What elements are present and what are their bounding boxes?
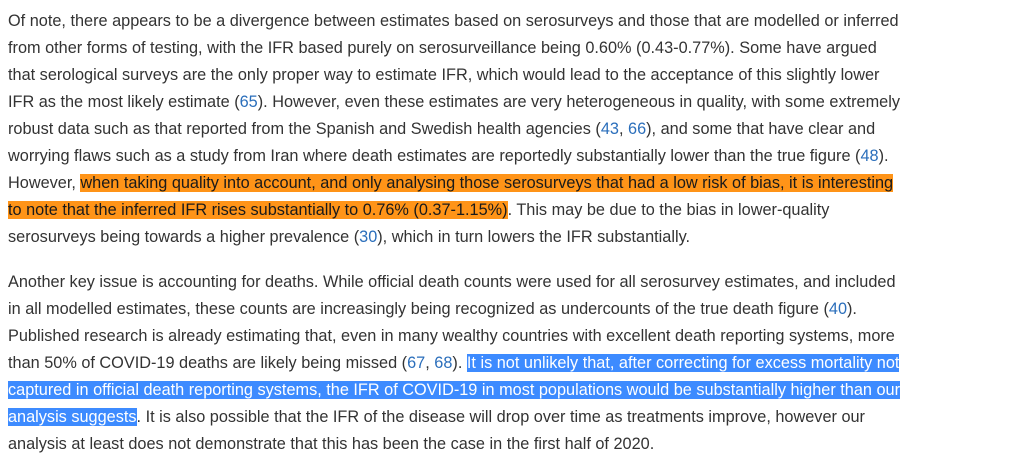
- text-segment: ,: [618, 120, 629, 138]
- text-segment: ), and some that have clear and: [646, 120, 876, 138]
- citation-link[interactable]: 30: [359, 228, 378, 246]
- paragraph: Another key issue is accounting for deat…: [8, 269, 1012, 458]
- paragraph: Of note, there appears to be a divergenc…: [8, 8, 1012, 251]
- text-line: Another key issue is accounting for deat…: [8, 269, 1012, 296]
- text-segment: ).: [878, 147, 889, 165]
- article-body: Of note, there appears to be a divergenc…: [8, 8, 1012, 458]
- text-line: However, when taking quality into accoun…: [8, 170, 1012, 197]
- text-segment: Published research is already estimating…: [8, 327, 895, 345]
- text-segment: robust data such as that reported from t…: [8, 120, 601, 138]
- text-segment: ). However, even these estimates are ver…: [257, 93, 900, 111]
- text-line: robust data such as that reported from t…: [8, 116, 1012, 143]
- text-segment: that serological surveys are the only pr…: [8, 66, 880, 84]
- text-line: captured in official death reporting sys…: [8, 377, 1012, 404]
- text-line: IFR as the most likely estimate (65). Ho…: [8, 89, 1012, 116]
- text-segment: However,: [8, 174, 81, 192]
- text-line: serosurveys being towards a higher preva…: [8, 224, 1012, 251]
- text-segment: ), which in turn lowers the IFR substant…: [377, 228, 691, 246]
- citation-link[interactable]: 66: [628, 120, 647, 138]
- text-segment: ).: [847, 300, 857, 318]
- citation-link[interactable]: 65: [239, 93, 258, 111]
- text-line: than 50% of COVID-19 deaths are likely b…: [8, 350, 1012, 377]
- highlighted-text-orange: when taking quality into account, and on…: [80, 174, 894, 192]
- citation-link[interactable]: 43: [600, 120, 619, 138]
- text-segment: ).: [452, 354, 467, 372]
- text-segment: than 50% of COVID-19 deaths are likely b…: [8, 354, 408, 372]
- text-line: in all modelled estimates, these counts …: [8, 296, 1012, 323]
- text-line: worrying flaws such as a study from Iran…: [8, 143, 1012, 170]
- citation-link[interactable]: 67: [407, 354, 426, 372]
- text-line: analysis suggests. It is also possible t…: [8, 404, 1012, 431]
- text-segment: worrying flaws such as a study from Iran…: [8, 147, 861, 165]
- text-segment: analysis at least does not demonstrate t…: [8, 435, 655, 453]
- text-segment: ,: [425, 354, 435, 372]
- text-line: Of note, there appears to be a divergenc…: [8, 8, 1012, 35]
- text-segment: IFR as the most likely estimate (: [8, 93, 240, 111]
- text-segment: from other forms of testing, with the IF…: [8, 39, 877, 57]
- text-segment: . This may be due to the bias in lower-q…: [507, 201, 830, 219]
- text-line: analysis at least does not demonstrate t…: [8, 431, 1012, 458]
- text-line: Published research is already estimating…: [8, 323, 1012, 350]
- text-line: that serological surveys are the only pr…: [8, 62, 1012, 89]
- citation-link[interactable]: 40: [828, 300, 848, 318]
- highlighted-text-blue: It is not unlikely that, after correctin…: [466, 354, 900, 372]
- text-segment: . It is also possible that the IFR of th…: [136, 408, 865, 426]
- highlighted-text-orange: to note that the inferred IFR rises subs…: [8, 201, 508, 219]
- citation-link[interactable]: 68: [434, 354, 453, 372]
- citation-link[interactable]: 48: [860, 147, 879, 165]
- highlighted-text-blue: captured in official death reporting sys…: [8, 381, 901, 399]
- text-segment: serosurveys being towards a higher preva…: [8, 228, 360, 246]
- text-line: to note that the inferred IFR rises subs…: [8, 197, 1012, 224]
- text-line: from other forms of testing, with the IF…: [8, 35, 1012, 62]
- text-segment: Of note, there appears to be a divergenc…: [8, 12, 899, 30]
- text-segment: in all modelled estimates, these counts …: [8, 300, 829, 318]
- text-segment: Another key issue is accounting for deat…: [8, 273, 896, 291]
- highlighted-text-blue: analysis suggests: [8, 408, 137, 426]
